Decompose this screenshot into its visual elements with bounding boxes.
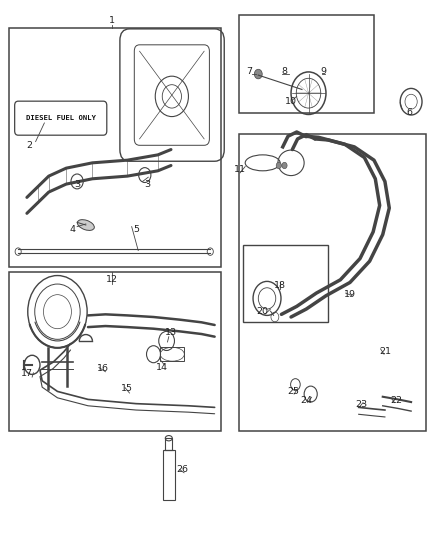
Text: 1: 1 [109,17,115,26]
Circle shape [276,163,282,168]
Text: DIESEL FUEL ONLY: DIESEL FUEL ONLY [25,115,95,121]
Text: 7: 7 [247,67,253,76]
Bar [165,438,172,450]
Text: 20: 20 [257,307,268,316]
Bar [162,450,175,500]
Circle shape [254,69,262,79]
Bar [10,272,221,431]
Text: 6: 6 [406,108,412,117]
Text: 22: 22 [390,396,402,405]
Text: 3: 3 [144,180,150,189]
Text: 10: 10 [285,97,297,106]
Text: 8: 8 [282,67,287,76]
Text: 26: 26 [176,465,188,474]
Text: 5: 5 [133,225,139,234]
Text: 16: 16 [97,364,110,373]
Text: 2: 2 [26,141,32,150]
Text: 13: 13 [165,328,177,337]
Text: 25: 25 [287,387,299,396]
Bar [160,348,184,361]
Text: 18: 18 [274,280,286,289]
Text: 24: 24 [300,396,312,405]
Bar [239,134,426,431]
Bar [239,15,374,114]
Circle shape [282,163,287,168]
Text: 4: 4 [70,225,76,234]
Text: 11: 11 [234,165,246,174]
Text: 15: 15 [121,384,133,393]
Bar [243,245,328,322]
Text: 14: 14 [156,363,168,372]
Ellipse shape [78,220,94,230]
Text: 3: 3 [74,180,80,189]
Text: 17: 17 [21,369,33,378]
Text: 19: 19 [344,289,356,298]
Text: 23: 23 [355,400,367,409]
Text: 12: 12 [106,275,118,284]
Bar [10,28,221,266]
Text: 9: 9 [321,67,327,76]
Text: 21: 21 [379,347,391,356]
